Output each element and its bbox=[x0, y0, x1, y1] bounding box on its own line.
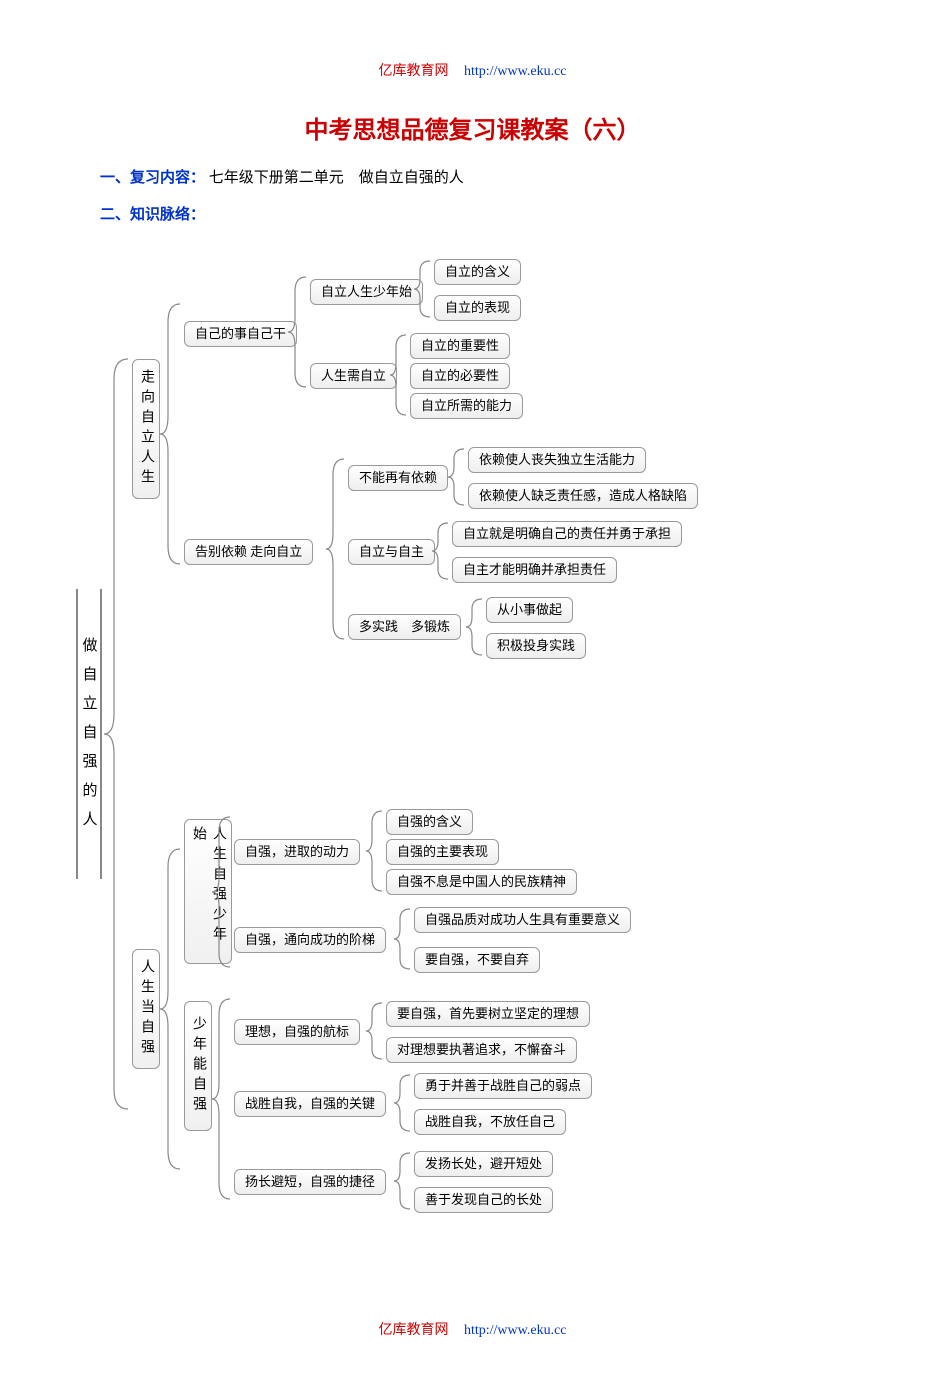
node-b2-1-2: 自强，通向成功的阶梯 bbox=[234, 927, 386, 953]
brace-l-7 bbox=[394, 909, 412, 969]
node-b2-1-1: 自强，进取的动力 bbox=[234, 839, 360, 865]
section-1-content: 七年级下册第二单元 做自立自强的人 bbox=[209, 170, 464, 186]
section-2-label: 二、知识脉络： bbox=[100, 207, 205, 223]
brace-b1-2 bbox=[326, 459, 346, 639]
tree-root-label: 做自立自强的人 bbox=[79, 637, 100, 840]
brace-root bbox=[104, 359, 130, 1109]
leaf-3: 自立的重要性 bbox=[410, 333, 510, 359]
section-2: 二、知识脉络： bbox=[100, 202, 845, 229]
leaf-18: 对理想要执著追求，不懈奋斗 bbox=[386, 1037, 577, 1063]
leaf-12: 自强的含义 bbox=[386, 809, 473, 835]
footer-site: 亿库教育网 bbox=[378, 1323, 448, 1338]
node-b2-2: 少年能自强 bbox=[184, 1001, 212, 1131]
branch-2: 人生当自强 bbox=[132, 949, 160, 1069]
section-1: 一、复习内容： 七年级下册第二单元 做自立自强的人 bbox=[100, 165, 845, 192]
node-b1-1-1: 自立人生少年始 bbox=[310, 279, 423, 305]
leaf-21: 发扬长处，避开短处 bbox=[414, 1151, 553, 1177]
leaf-5: 自立所需的能力 bbox=[410, 393, 523, 419]
branch-1: 走向自立人生 bbox=[132, 359, 160, 499]
brace-l-5 bbox=[466, 599, 484, 655]
section-1-label: 一、复习内容： bbox=[100, 170, 205, 186]
brace-l-10 bbox=[394, 1153, 412, 1209]
leaf-15: 自强品质对成功人生具有重要意义 bbox=[414, 907, 631, 933]
header-site: 亿库教育网 bbox=[378, 64, 448, 79]
brace-b1 bbox=[160, 304, 182, 564]
leaf-8: 自立就是明确自己的责任并勇于承担 bbox=[452, 521, 682, 547]
node-b1-2-1: 不能再有依赖 bbox=[348, 465, 448, 491]
footer-link: 亿库教育网 http://www.eku.cc bbox=[100, 1319, 845, 1339]
leaf-14: 自强不息是中国人的民族精神 bbox=[386, 869, 577, 895]
leaf-2: 自立的表现 bbox=[434, 295, 521, 321]
leaf-1: 自立的含义 bbox=[434, 259, 521, 285]
brace-l-2 bbox=[390, 335, 408, 415]
node-b2-2-1: 理想，自强的航标 bbox=[234, 1019, 360, 1045]
leaf-17: 要自强，首先要树立坚定的理想 bbox=[386, 1001, 590, 1027]
leaf-11: 积极投身实践 bbox=[486, 633, 586, 659]
brace-b2-1 bbox=[212, 817, 232, 967]
leaf-6: 依赖使人丧失独立生活能力 bbox=[468, 447, 646, 473]
page-title: 中考思想品德复习课教案（六） bbox=[100, 110, 845, 145]
brace-l-3 bbox=[448, 449, 466, 505]
brace-b1-1 bbox=[288, 277, 308, 387]
leaf-4: 自立的必要性 bbox=[410, 363, 510, 389]
node-b1-1-2: 人生需自立 bbox=[310, 363, 397, 389]
brace-l-6 bbox=[366, 811, 384, 891]
leaf-13: 自强的主要表现 bbox=[386, 839, 499, 865]
node-b2-2-2: 战胜自我，自强的关键 bbox=[234, 1091, 386, 1117]
leaf-16: 要自强，不要自弃 bbox=[414, 947, 540, 973]
brace-l-4 bbox=[432, 523, 450, 579]
leaf-20: 战胜自我，不放任自己 bbox=[414, 1109, 566, 1135]
leaf-19: 勇于并善于战胜自己的弱点 bbox=[414, 1073, 592, 1099]
header-url: http://www.eku.cc bbox=[464, 64, 567, 79]
node-b2-2-3: 扬长避短，自强的捷径 bbox=[234, 1169, 386, 1195]
footer-url: http://www.eku.cc bbox=[464, 1323, 567, 1338]
leaf-22: 善于发现自己的长处 bbox=[414, 1187, 553, 1213]
brace-l-1 bbox=[414, 261, 432, 317]
node-b1-1: 自己的事自己干 bbox=[184, 321, 297, 347]
brace-b2-2 bbox=[212, 999, 232, 1199]
brace-l-9 bbox=[394, 1075, 412, 1131]
header-link: 亿库教育网 http://www.eku.cc bbox=[100, 60, 845, 80]
leaf-10: 从小事做起 bbox=[486, 597, 573, 623]
leaf-9: 自主才能明确并承担责任 bbox=[452, 557, 617, 583]
node-b1-2-2: 自立与自主 bbox=[348, 539, 435, 565]
document-page: 亿库教育网 http://www.eku.cc 中考思想品德复习课教案（六） 一… bbox=[0, 0, 945, 1379]
node-b1-2: 告别依赖 走向自立 bbox=[184, 539, 313, 565]
leaf-7: 依赖使人缺乏责任感，造成人格缺陷 bbox=[468, 483, 698, 509]
brace-l-8 bbox=[366, 1003, 384, 1059]
brace-b2 bbox=[160, 849, 182, 1169]
tree-root: 做自立自强的人 bbox=[76, 589, 102, 879]
knowledge-tree-diagram: 做自立自强的人 走向自立人生 人生当自强 自己的事自己干 告别依赖 走向自立 人… bbox=[70, 259, 830, 1259]
node-b1-2-3: 多实践 多锻炼 bbox=[348, 614, 461, 640]
